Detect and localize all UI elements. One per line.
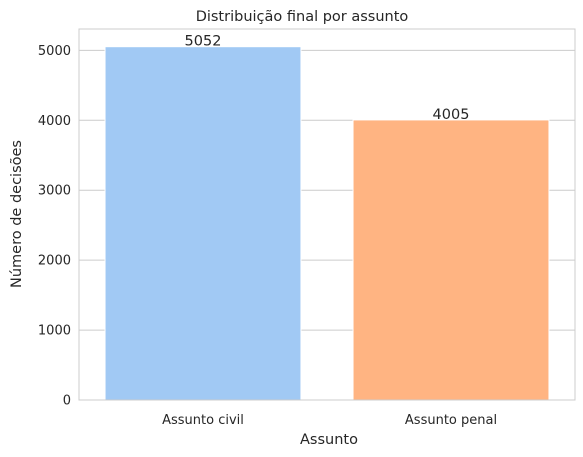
bar	[352, 119, 550, 401]
bar	[104, 46, 302, 401]
x-axis-label: Assunto	[300, 432, 358, 448]
x-tick-label: Assunto civil	[162, 413, 244, 428]
y-tick-label: 3000	[38, 184, 71, 199]
y-tick-label: 4000	[38, 114, 71, 129]
chart-title: Distribuição final por assunto	[196, 9, 409, 25]
y-tick-labels: 0 1000 2000 3000 4000 5000	[38, 44, 71, 409]
x-tick-label: Assunto penal	[405, 413, 497, 428]
x-tick-labels: Assunto civil Assunto penal	[162, 413, 497, 428]
bars	[104, 46, 550, 401]
y-tick-label: 2000	[38, 254, 71, 269]
y-tick-label: 5000	[38, 44, 71, 59]
plot-frame	[78, 28, 576, 401]
y-tick-label: 0	[63, 394, 71, 409]
bar-value-label: 5052	[185, 34, 222, 50]
y-tick-label: 1000	[38, 324, 71, 339]
bar-value-label: 4005	[433, 107, 470, 123]
y-axis-label: Número de decisões	[9, 140, 25, 288]
data-labels: 5052 4005	[185, 34, 470, 123]
